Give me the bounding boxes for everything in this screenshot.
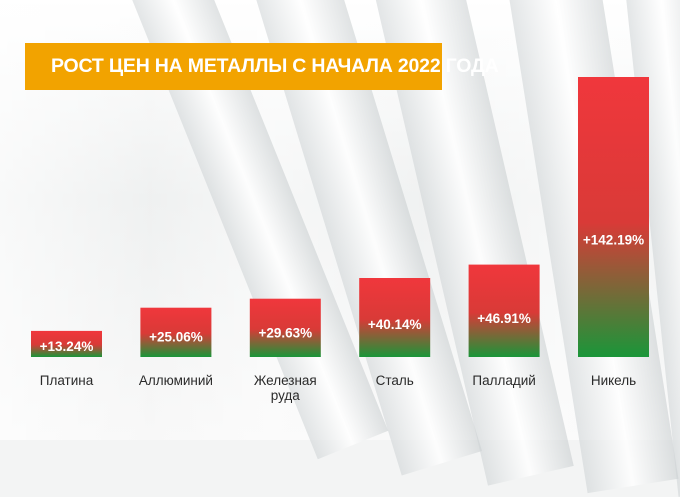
- bar-value-label: +25.06%: [149, 329, 203, 344]
- category-label: Палладий: [472, 373, 535, 388]
- category-label: Никель: [591, 373, 636, 388]
- category-label-line: руда: [271, 388, 301, 403]
- value-labels-group: +13.24% +25.06% +29.63% +40.14% +46.91% +142.…: [40, 232, 644, 354]
- bar: [31, 330, 102, 357]
- category-label: Железная руда: [254, 373, 317, 403]
- bar-value-label: +46.91%: [477, 311, 531, 326]
- title-banner: РОСТ ЦЕН НА МЕТАЛЛЫ С НАЧАЛА 2022 ГОДА: [25, 43, 499, 90]
- bar-value-label: +142.19%: [583, 232, 644, 247]
- category-label-line: Сталь: [376, 373, 414, 388]
- category-label-line: Никель: [591, 373, 636, 388]
- bars-group: [31, 77, 649, 357]
- bar: [249, 298, 321, 357]
- chart-title: РОСТ ЦЕН НА МЕТАЛЛЫ С НАЧАЛА 2022 ГОДА: [51, 55, 499, 77]
- bar-value-label: +40.14%: [368, 317, 422, 332]
- bar: [359, 278, 431, 357]
- bar-value-label: +13.24%: [40, 339, 94, 354]
- bar: [578, 77, 649, 357]
- category-label-line: Палладий: [472, 373, 535, 388]
- category-label: Платина: [40, 373, 94, 388]
- bar: [468, 264, 540, 357]
- bar-chart: +13.24% +25.06% +29.63% +40.14% +46.91% +142.…: [31, 77, 649, 403]
- category-label-line: Железная: [254, 373, 317, 388]
- category-label: Аллюминий: [139, 373, 213, 388]
- bar: [140, 307, 212, 357]
- category-label: Сталь: [376, 373, 414, 388]
- bar-value-label: +29.63%: [258, 326, 312, 341]
- category-label-line: Аллюминий: [139, 373, 213, 388]
- category-label-line: Платина: [40, 373, 94, 388]
- category-labels-group: Платина Аллюминий Железная руда Сталь Паллади…: [40, 373, 636, 403]
